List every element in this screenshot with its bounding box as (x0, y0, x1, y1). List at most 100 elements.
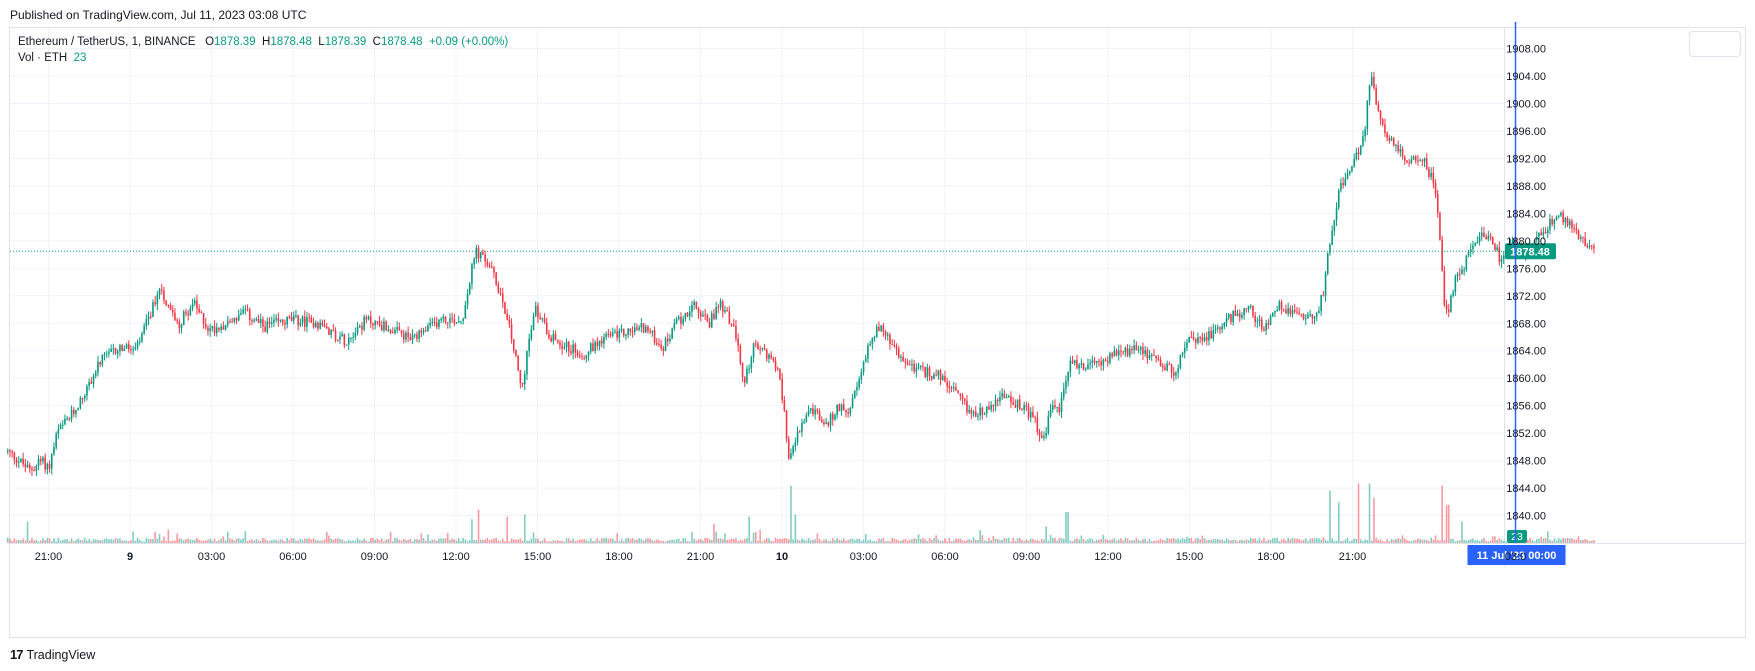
volume-bar (108, 539, 110, 543)
volume-bar (750, 541, 753, 543)
volume-bar (757, 540, 759, 543)
candle-body (1159, 360, 1162, 366)
candle-body (1007, 396, 1010, 398)
chart-grid (10, 28, 1745, 567)
volume-bar (1340, 540, 1342, 543)
volume-bar (209, 538, 211, 543)
volume-bar (688, 541, 691, 543)
volume-bar (827, 540, 830, 543)
candle-body (418, 330, 420, 339)
volume-bar (605, 537, 607, 543)
volume-bar (814, 539, 816, 543)
volume-bar (587, 541, 590, 543)
candle-body (858, 379, 860, 388)
volume-bar (400, 540, 403, 543)
candle-body (119, 345, 121, 352)
candle-body (900, 356, 902, 358)
volume-bar (633, 540, 636, 543)
volume-bar (493, 538, 495, 543)
volume-bar (796, 539, 799, 543)
volume-bar (1047, 540, 1050, 543)
candle-body (402, 333, 405, 340)
volume-bar (746, 537, 748, 543)
candle-body (1362, 136, 1364, 146)
y-tick-label: 1864.00 (1506, 346, 1546, 358)
volume-bar (1073, 539, 1076, 543)
candle-body (328, 328, 330, 335)
candle-body (671, 328, 673, 339)
candle-body (92, 375, 95, 384)
volume-bar (290, 538, 293, 543)
candle-body (1060, 397, 1063, 413)
volume-bar (1467, 540, 1470, 543)
volume-bar (424, 540, 427, 543)
x-tick-label: 21:00 (35, 551, 63, 563)
volume-bar (1170, 538, 1173, 543)
candle-body (1252, 305, 1254, 316)
candle-body (1397, 145, 1399, 152)
volume-bar (350, 540, 352, 543)
candle-body (955, 387, 957, 391)
volume-bar (1271, 538, 1274, 543)
candle-body (1406, 160, 1408, 163)
candle-body (1045, 432, 1047, 437)
candle-body (380, 325, 383, 331)
x-tick-label: 21:00 (687, 551, 715, 563)
volume-bar (774, 537, 777, 543)
volume-bar (900, 540, 902, 543)
volume-bar (704, 537, 706, 543)
candle-body (979, 407, 981, 416)
volume-bar (794, 514, 797, 543)
candle-body (462, 318, 464, 321)
volume-bar (1348, 541, 1351, 543)
candle-body (213, 326, 216, 334)
candle-body (1417, 160, 1419, 162)
volume-bar (237, 538, 240, 543)
volume-bar (1069, 540, 1072, 543)
candle-body (143, 326, 145, 334)
candle-body (545, 322, 548, 334)
candle-body (1441, 239, 1443, 272)
candle-body (1236, 313, 1239, 316)
volume-bar (486, 537, 489, 543)
candle-body (218, 327, 220, 330)
volume-bar (1265, 541, 1267, 543)
candle-body (253, 320, 255, 322)
volume-bar (75, 540, 77, 543)
volume-bar (1102, 534, 1105, 543)
volume-bar (928, 538, 931, 543)
candle-body (1221, 326, 1223, 330)
last-price-label: 1878.48 (1510, 246, 1550, 258)
candle-body (284, 322, 286, 325)
candle-body (770, 354, 772, 358)
candle-body (831, 413, 834, 420)
volume-bar (259, 540, 262, 543)
volume-bar (1223, 540, 1226, 543)
volume-bar (88, 538, 90, 543)
candle-body (1230, 313, 1232, 323)
candle-body (112, 348, 115, 350)
candle-body (721, 301, 724, 312)
candle-body (961, 395, 964, 399)
candle-body (501, 293, 504, 303)
candle-body (713, 313, 715, 320)
candle-body (1546, 229, 1549, 234)
volume-bar (680, 541, 682, 543)
candle-body (717, 306, 720, 308)
chart-settings-button[interactable] (1689, 31, 1741, 57)
candle-body (442, 316, 445, 320)
volume-bar (1557, 538, 1560, 543)
volume-bar (451, 538, 453, 543)
candle-body (1087, 364, 1089, 369)
candle-body (42, 457, 44, 462)
volume-bar (581, 539, 583, 543)
volume-bar (1384, 541, 1386, 543)
candle-body (1197, 337, 1199, 343)
candle-body (68, 418, 71, 420)
candle-body (930, 376, 933, 379)
candle-body (829, 413, 832, 426)
candle-body (1003, 393, 1006, 399)
volume-bar (1582, 540, 1584, 543)
candle-body (1051, 405, 1054, 410)
